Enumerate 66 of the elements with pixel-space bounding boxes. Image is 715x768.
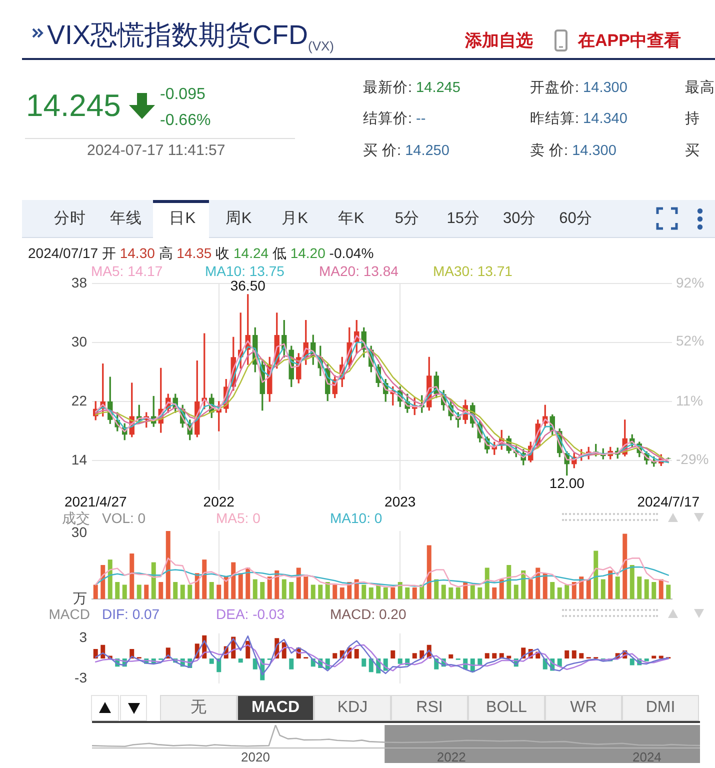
y-tick-label: 30 bbox=[71, 333, 88, 350]
text: MACD: 0.20 bbox=[330, 606, 406, 622]
text: RSI bbox=[416, 698, 443, 718]
text: BOLL bbox=[486, 698, 527, 718]
y-axis-title: 万 bbox=[73, 590, 87, 606]
text: DMI bbox=[646, 698, 676, 718]
text: 持 bbox=[685, 110, 700, 129]
text: MA10: 13.75 bbox=[205, 263, 284, 279]
text: MA5: 0 bbox=[216, 510, 260, 526]
text: 2024/07/17 开 14.30 高 14.35 收 14.24 低 14.20 -0.04% bbox=[28, 245, 374, 261]
text: 无 bbox=[190, 698, 206, 718]
text: MA30: 13.71 bbox=[433, 263, 512, 279]
text: VIX恐慌指数期货CFD$_{(VX)}$ bbox=[47, 19, 334, 56]
text: 15分 bbox=[446, 209, 480, 229]
text: 开盘价: 14.300 bbox=[530, 79, 628, 98]
text: 年K bbox=[338, 209, 364, 229]
y-tick-label: 22 bbox=[71, 392, 88, 408]
text: MACD bbox=[252, 698, 300, 718]
text: KDJ bbox=[337, 698, 368, 718]
y2-tick-label: 11% bbox=[676, 392, 703, 409]
y-tick-label: 3 bbox=[79, 629, 88, 646]
text: 卖 价: 14.300 bbox=[530, 142, 616, 161]
text: WR bbox=[570, 698, 597, 718]
text: 分时 bbox=[54, 209, 86, 229]
y2-tick-label: 92% bbox=[676, 274, 704, 290]
x-tick-label: 2021/4/27 bbox=[64, 493, 127, 510]
x-tick-label: 2024 bbox=[632, 749, 662, 764]
chart-title: 成交 bbox=[62, 510, 90, 526]
chart-title: MACD bbox=[48, 606, 90, 622]
text: 买 价: 14.250 bbox=[363, 142, 450, 161]
text: 结算价: -- bbox=[363, 110, 426, 129]
text: DIF: 0.07 bbox=[102, 606, 160, 622]
text: 日K bbox=[169, 209, 196, 229]
y-tick-label: 14 bbox=[71, 451, 88, 468]
text: 在APP中查看 bbox=[578, 30, 681, 52]
series-label: DEA: -0.03 bbox=[216, 606, 284, 622]
text: 5分 bbox=[394, 209, 420, 229]
annotation: 36.50 bbox=[230, 277, 266, 294]
text: 60分 bbox=[559, 209, 592, 229]
text: 月K bbox=[282, 209, 308, 229]
annotation: 12.00 bbox=[549, 475, 585, 492]
text: 2024-07-17 11:41:57 bbox=[87, 141, 226, 161]
text: 昨结算: 14.340 bbox=[530, 110, 628, 129]
text: 30分 bbox=[502, 209, 536, 229]
text: MA10: 0 bbox=[330, 510, 382, 526]
text: 年线 bbox=[110, 209, 142, 229]
x-tick-label: 2023 bbox=[384, 493, 416, 510]
text: -0.66% bbox=[160, 111, 211, 131]
text: 添加自选 bbox=[465, 30, 533, 52]
x-tick-label: 2024/7/17 bbox=[637, 493, 700, 510]
text: 14.245 bbox=[26, 88, 121, 124]
y-tick-label: 38 bbox=[71, 274, 88, 290]
y-tick-label: -3 bbox=[74, 670, 88, 686]
text: MA20: 13.84 bbox=[319, 263, 398, 279]
x-tick-label: 2022 bbox=[203, 493, 235, 510]
x-tick-label: 2020 bbox=[240, 749, 270, 764]
text: 最新价: 14.245 bbox=[363, 78, 460, 98]
text: VOL: 0 bbox=[102, 510, 146, 526]
y2-tick-label: -29% bbox=[676, 450, 709, 467]
x-tick-label: 2022 bbox=[436, 749, 466, 764]
text: 最高 bbox=[685, 78, 715, 98]
text: 买 bbox=[685, 142, 700, 161]
text: -0.095 bbox=[160, 85, 206, 105]
y2-tick-label: 52% bbox=[676, 332, 704, 349]
text: 周K bbox=[225, 209, 252, 229]
text: MA5: 14.17 bbox=[91, 263, 163, 279]
